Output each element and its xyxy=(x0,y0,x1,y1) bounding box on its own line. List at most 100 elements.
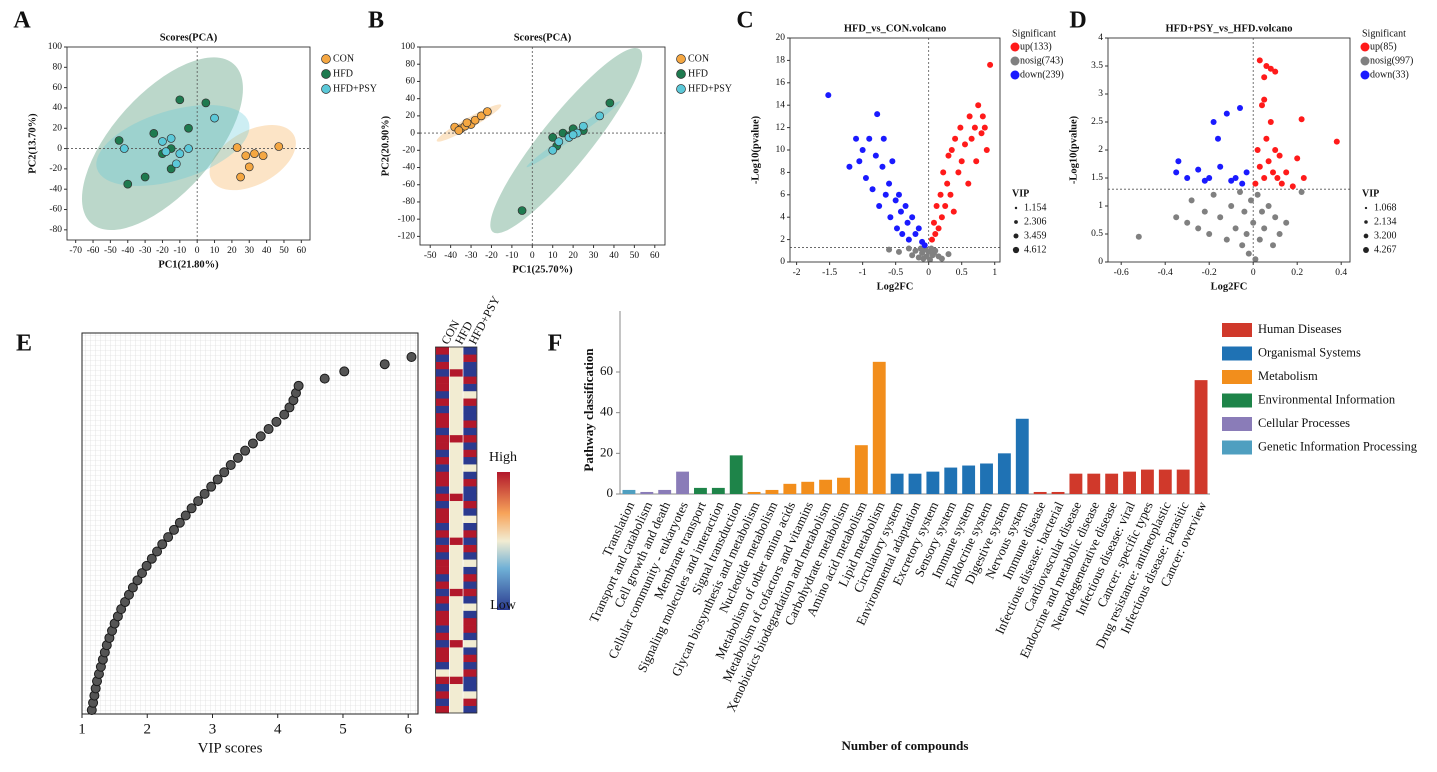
heatmap-cell xyxy=(463,522,477,531)
data-point xyxy=(1276,231,1283,237)
vip-point xyxy=(174,517,185,528)
heatmap-cell xyxy=(436,647,449,655)
heatmap-cell xyxy=(436,530,449,538)
data-point xyxy=(966,113,973,120)
vip-point xyxy=(180,510,191,521)
data-point xyxy=(880,135,887,142)
vip-point xyxy=(279,409,290,420)
x-tick-label: -0.6 xyxy=(1114,268,1129,278)
heatmap-cell xyxy=(436,515,449,523)
x-tick-label: -0.4 xyxy=(1158,268,1173,278)
data-point xyxy=(1263,63,1270,69)
data-point xyxy=(1173,169,1180,176)
heatmap-cell xyxy=(463,625,477,633)
data-point xyxy=(930,219,937,226)
legend-swatch xyxy=(321,84,331,94)
data-point xyxy=(470,115,480,125)
size-legend-title: VIP xyxy=(1012,188,1029,199)
heatmap-cell xyxy=(449,595,463,604)
data-point xyxy=(1223,110,1230,117)
chart-title: Scores(PCA) xyxy=(160,32,218,43)
x-tick-label: 0 xyxy=(926,268,931,278)
heatmap-cell xyxy=(463,398,477,406)
plot-frame xyxy=(66,46,311,241)
data-point xyxy=(1333,138,1340,145)
data-point xyxy=(856,158,863,165)
x-axis-label: PC1(25.70%) xyxy=(512,264,573,275)
legend-label: nosig(997) xyxy=(1370,55,1413,66)
data-point xyxy=(886,246,893,253)
x-tick-label: 0 xyxy=(195,246,200,256)
data-point xyxy=(1289,183,1296,190)
data-point xyxy=(846,163,853,170)
data-point xyxy=(1263,135,1270,142)
data-point xyxy=(462,118,472,128)
data-point xyxy=(1232,175,1239,181)
heatmap-cell xyxy=(436,456,449,465)
data-point xyxy=(897,208,904,215)
heatmap-cell xyxy=(436,595,449,604)
heatmap-cell xyxy=(463,573,477,582)
data-point xyxy=(1237,105,1243,111)
heatmap-cell xyxy=(436,442,449,450)
y-tick-label: 16 xyxy=(776,78,786,88)
data-point xyxy=(938,214,945,221)
size-legend-label: 4.267 xyxy=(1374,244,1397,255)
chart-title: Scores(PCA) xyxy=(514,32,572,43)
heatmap-cell xyxy=(449,683,463,692)
heatmap-cell xyxy=(463,603,477,611)
y-tick-label: 0 xyxy=(1098,257,1103,267)
y-tick-label: -20 xyxy=(49,164,62,174)
size-legend-title: VIP xyxy=(1362,188,1379,199)
heatmap-cell xyxy=(463,610,477,619)
y-tick-label: 12 xyxy=(776,123,786,133)
heatmap-cell xyxy=(449,471,463,480)
data-point xyxy=(1223,236,1230,243)
x-tick-label: -0.5 xyxy=(888,268,903,278)
data-point xyxy=(1259,208,1265,215)
legend-label: HFD+PSY xyxy=(688,83,732,94)
vip-point xyxy=(240,445,251,456)
y-tick-label: 0 xyxy=(410,128,415,138)
heatmap-cell xyxy=(436,691,449,699)
legend-label: down(239) xyxy=(1020,69,1064,80)
legend-label: HFD xyxy=(688,68,708,79)
data-point xyxy=(158,137,167,146)
data-point xyxy=(1239,242,1246,249)
y-tick-label: 40 xyxy=(53,103,63,113)
heatmap-cell xyxy=(463,420,477,428)
heatmap-cell xyxy=(449,705,463,714)
size-legend-label: 2.134 xyxy=(1374,216,1397,227)
x-tick-label: 60 xyxy=(297,246,307,256)
data-point xyxy=(1201,208,1208,215)
data-point xyxy=(241,151,251,161)
bar xyxy=(801,481,815,494)
y-tick-label: -100 xyxy=(398,214,416,224)
heatmap-cell xyxy=(436,661,449,670)
data-point xyxy=(889,158,896,165)
data-point xyxy=(123,179,133,189)
x-tick-label: 0 xyxy=(1251,268,1256,278)
bar xyxy=(1176,469,1190,494)
x-tick-label: -30 xyxy=(139,246,152,256)
heatmap-cell xyxy=(436,654,449,663)
data-point xyxy=(899,231,906,237)
y-tick-label: 18 xyxy=(776,56,786,66)
heatmap-cell xyxy=(463,427,477,436)
heatmap-cell xyxy=(463,566,477,575)
heatmap-cell xyxy=(463,508,477,516)
x-tick-label: 30 xyxy=(589,251,599,261)
heatmap-cell xyxy=(463,464,477,472)
heatmap-cell xyxy=(449,500,463,509)
data-point xyxy=(1217,214,1224,221)
heatmap-cell xyxy=(449,390,463,399)
data-point xyxy=(1283,169,1290,176)
vip-point xyxy=(193,496,204,507)
bar xyxy=(640,491,654,494)
data-point xyxy=(927,256,933,262)
x-axis-label: Log2FC xyxy=(877,281,914,292)
colorbar xyxy=(497,472,510,610)
heatmap-cell xyxy=(436,449,449,458)
heatmap-cell xyxy=(449,625,463,633)
x-axis-label: Number of compounds xyxy=(842,738,969,753)
